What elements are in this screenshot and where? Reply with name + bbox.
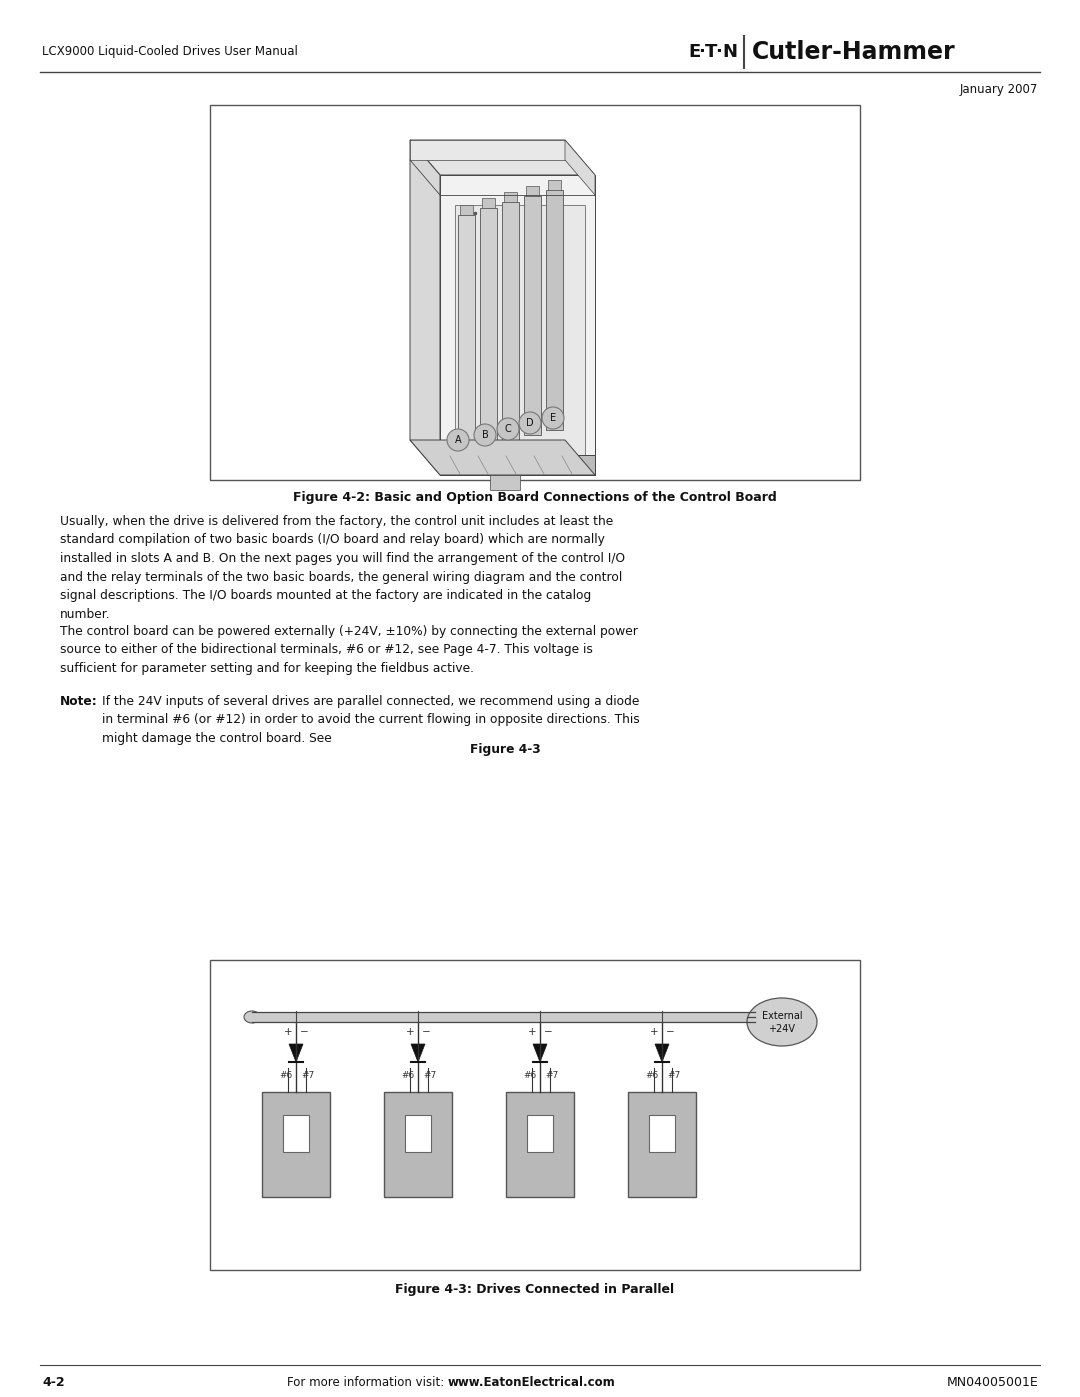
Text: #6: #6	[402, 1071, 415, 1080]
Text: C: C	[504, 425, 511, 434]
Text: −: −	[421, 1027, 430, 1037]
Polygon shape	[410, 140, 565, 161]
Text: MN04005001E: MN04005001E	[946, 1376, 1038, 1390]
Text: −: −	[665, 1027, 674, 1037]
Bar	[507, 1092, 573, 1197]
Polygon shape	[440, 455, 595, 475]
Text: #7: #7	[301, 1071, 314, 1080]
Text: #6: #6	[646, 1071, 659, 1080]
Bar	[627, 1092, 696, 1197]
Text: LCX9000 Liquid-Cooled Drives User Manual: LCX9000 Liquid-Cooled Drives User Manual	[42, 46, 298, 59]
Polygon shape	[502, 203, 519, 440]
Text: ·: ·	[715, 43, 721, 61]
Polygon shape	[458, 215, 475, 450]
Text: The control board can be powered externally (+24V, ±10%) by connecting the exter: The control board can be powered externa…	[60, 624, 638, 675]
Bar	[210, 105, 860, 481]
Polygon shape	[411, 1044, 426, 1062]
Text: ·: ·	[698, 43, 705, 61]
Polygon shape	[546, 190, 563, 430]
Polygon shape	[289, 1044, 303, 1062]
Circle shape	[542, 407, 564, 429]
Text: A: A	[455, 434, 461, 446]
Text: Figure 4-2: Basic and Option Board Connections of the Control Board: Figure 4-2: Basic and Option Board Conne…	[293, 492, 777, 504]
Polygon shape	[654, 1044, 669, 1062]
Text: +: +	[528, 1027, 537, 1037]
Text: Cutler-Hammer: Cutler-Hammer	[752, 41, 956, 64]
Polygon shape	[455, 205, 585, 465]
Polygon shape	[480, 208, 497, 446]
Polygon shape	[410, 140, 440, 475]
Text: N: N	[723, 43, 737, 61]
Circle shape	[497, 418, 519, 440]
Bar	[405, 1115, 431, 1153]
Ellipse shape	[244, 1011, 260, 1023]
Bar	[384, 1092, 453, 1197]
Text: #7: #7	[545, 1071, 558, 1080]
Text: Figure 4-3: Drives Connected in Parallel: Figure 4-3: Drives Connected in Parallel	[395, 1284, 675, 1296]
Text: Note:: Note:	[60, 694, 98, 708]
Polygon shape	[534, 1044, 546, 1062]
Text: www.EatonElectrical.com: www.EatonElectrical.com	[448, 1376, 616, 1390]
Text: If the 24V inputs of several drives are parallel connected, we recommend using a: If the 24V inputs of several drives are …	[102, 694, 639, 745]
Polygon shape	[548, 180, 561, 190]
Text: −: −	[299, 1027, 309, 1037]
Polygon shape	[410, 140, 595, 175]
Text: Figure 4-3: Figure 4-3	[470, 743, 541, 756]
Circle shape	[447, 429, 469, 451]
Text: For more information visit:: For more information visit:	[287, 1376, 448, 1390]
Bar	[649, 1115, 675, 1153]
Text: Usually, when the drive is delivered from the factory, the control unit includes: Usually, when the drive is delivered fro…	[60, 515, 625, 620]
Bar	[210, 960, 860, 1270]
Text: B: B	[482, 430, 488, 440]
Text: +: +	[284, 1027, 293, 1037]
Text: +: +	[650, 1027, 659, 1037]
Text: −: −	[543, 1027, 552, 1037]
Text: E: E	[550, 414, 556, 423]
Text: 4-2: 4-2	[42, 1376, 65, 1390]
Polygon shape	[504, 191, 517, 203]
Text: D: D	[526, 418, 534, 427]
Text: #7: #7	[667, 1071, 680, 1080]
Circle shape	[519, 412, 541, 434]
Text: +: +	[406, 1027, 415, 1037]
Bar	[262, 1092, 330, 1197]
Text: +24V: +24V	[769, 1024, 796, 1034]
Ellipse shape	[747, 997, 816, 1046]
Polygon shape	[410, 440, 595, 475]
Polygon shape	[565, 140, 595, 196]
Text: #7: #7	[423, 1071, 436, 1080]
Polygon shape	[490, 475, 519, 490]
Text: #6: #6	[280, 1071, 293, 1080]
Bar	[527, 1115, 553, 1153]
Circle shape	[474, 425, 496, 446]
Polygon shape	[524, 196, 541, 434]
Polygon shape	[482, 198, 495, 208]
Polygon shape	[460, 205, 473, 215]
Text: January 2007: January 2007	[960, 84, 1038, 96]
Text: T: T	[705, 43, 717, 61]
Bar	[252, 1011, 755, 1023]
Bar	[283, 1115, 309, 1153]
Text: E: E	[688, 43, 700, 61]
Polygon shape	[440, 175, 595, 475]
Polygon shape	[526, 186, 539, 196]
Text: #6: #6	[524, 1071, 537, 1080]
Text: .: .	[534, 743, 538, 756]
Text: External: External	[761, 1011, 802, 1021]
